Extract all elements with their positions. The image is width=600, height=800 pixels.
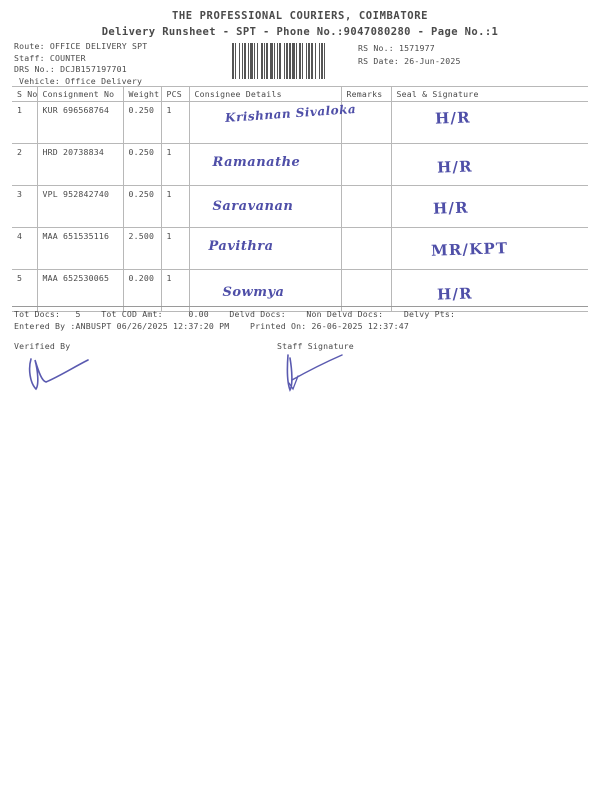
rs-date-line: RS Date: 26-Jun-2025 — [358, 55, 461, 66]
table-row: 2 HRD 20738834 0.250 1 Ramanathe H/R — [12, 143, 588, 186]
cell-consignment-no: MAA 652530065 — [37, 269, 124, 312]
cell-consignment-no: MAA 651535116 — [37, 227, 124, 270]
handwritten-seal-code: MR/KPT — [430, 239, 509, 260]
staff-signature-mark — [282, 352, 362, 400]
staff-line: Staff: COUNTER — [14, 52, 86, 63]
consignment-table: S No Consignment No Weight PCS Consignee… — [12, 86, 588, 312]
cell-seal-signature: H/R — [391, 269, 588, 312]
cell-pcs: 1 — [161, 269, 190, 312]
cell-weight: 0.200 — [123, 269, 162, 312]
header-meta-block: Route: OFFICE DELIVERY SPT Staff: COUNTE… — [0, 41, 600, 89]
handwritten-consignee-name: Ramanathe — [212, 155, 301, 170]
cell-weight: 0.250 — [123, 101, 162, 144]
cell-remarks — [341, 269, 392, 312]
header-meta-left: Route: OFFICE DELIVERY SPT Staff: COUNTE… — [14, 41, 147, 87]
cell-consignee-signature: Ramanathe — [189, 143, 342, 186]
col-header-sno: S No — [12, 86, 38, 102]
col-header-consignment-no: Consignment No — [37, 86, 124, 102]
cell-consignee-signature: Krishnan Sivaloka — [189, 101, 357, 144]
totals-line: Tot Docs: 5 Tot COD Amt: 0.00 Delvd Docs… — [14, 309, 456, 319]
handwritten-consignee-name: Saravanan — [212, 199, 294, 214]
cell-consignment-no: HRD 20738834 — [37, 143, 124, 186]
handwritten-consignee-name: Sowmya — [222, 285, 285, 300]
barcode — [232, 43, 354, 79]
cell-sno: 1 — [12, 101, 38, 144]
handwritten-seal-code: H/R — [432, 198, 469, 218]
cell-pcs: 1 — [161, 101, 190, 144]
cell-remarks — [341, 185, 392, 228]
verified-by-signature-mark — [26, 355, 106, 399]
handwritten-seal-code: H/R — [436, 157, 473, 177]
cell-sno: 2 — [12, 143, 38, 186]
header-meta-right: RS No.: 1571977 RS Date: 26-Jun-2025 — [358, 42, 461, 67]
cell-seal-signature: H/R — [391, 143, 588, 186]
table-row: 3 VPL 952842740 0.250 1 Saravanan H/R — [12, 185, 588, 228]
cell-remarks — [341, 143, 392, 186]
col-header-consignee-details: Consignee Details — [189, 86, 342, 102]
handwritten-seal-code: H/R — [436, 284, 473, 304]
cell-pcs: 1 — [161, 227, 190, 270]
cell-pcs: 1 — [161, 143, 190, 186]
cell-remarks — [341, 227, 392, 270]
staff-signature-label: Staff Signature — [277, 341, 354, 351]
table-row: 4 MAA 651535116 2.500 1 Pavithra MR/KPT — [12, 227, 588, 270]
handwritten-consignee-name: Pavithra — [208, 239, 274, 254]
cell-weight: 2.500 — [123, 227, 162, 270]
col-header-pcs: PCS — [161, 86, 190, 102]
cell-weight: 0.250 — [123, 143, 162, 186]
cell-weight: 0.250 — [123, 185, 162, 228]
cell-consignee-signature: Pavithra — [189, 227, 342, 270]
cell-consignment-no: VPL 952842740 — [37, 185, 124, 228]
verified-by-label: Verified By — [14, 341, 71, 351]
cell-pcs: 1 — [161, 185, 190, 228]
table-row: 5 MAA 652530065 0.200 1 Sowmya H/R — [12, 269, 588, 312]
table-row: 1 KUR 696568764 0.250 1 Krishnan Sivalok… — [12, 101, 588, 144]
handwritten-seal-code: H/R — [434, 108, 471, 128]
route-line: Route: OFFICE DELIVERY SPT — [14, 41, 148, 51]
col-header-weight: Weight — [123, 86, 162, 102]
cell-consignee-signature: Saravanan — [189, 185, 342, 228]
col-header-seal-signature: Seal & Signature — [391, 86, 588, 102]
document-subtitle: Delivery Runsheet - SPT - Phone No.:9047… — [101, 26, 499, 38]
vehicle-line: Vehicle: Office Delivery — [19, 75, 143, 86]
cell-sno: 3 — [12, 185, 38, 228]
cell-consignee-signature: Sowmya — [189, 269, 342, 312]
footer-divider — [12, 306, 588, 307]
company-title: THE PROFESSIONAL COURIERS, COIMBATORE — [171, 10, 429, 22]
cell-sno: 5 — [12, 269, 38, 312]
table-header-row: S No Consignment No Weight PCS Consignee… — [12, 86, 588, 102]
drs-no-line: DRS No.: DCJB157197701 — [14, 64, 127, 75]
handwritten-consignee-name: Krishnan Sivaloka — [224, 101, 357, 126]
cell-sno: 4 — [12, 227, 38, 270]
cell-seal-signature: H/R — [391, 185, 588, 228]
cell-seal-signature: MR/KPT — [391, 227, 588, 270]
col-header-remarks: Remarks — [341, 86, 392, 102]
cell-seal-signature: H/R — [391, 101, 588, 144]
rs-no-line: RS No.: 1571977 — [358, 43, 435, 53]
entered-printed-line: Entered By :ANBUSPT 06/26/2025 12:37:20 … — [14, 321, 409, 331]
cell-consignment-no: KUR 696568764 — [37, 101, 124, 144]
